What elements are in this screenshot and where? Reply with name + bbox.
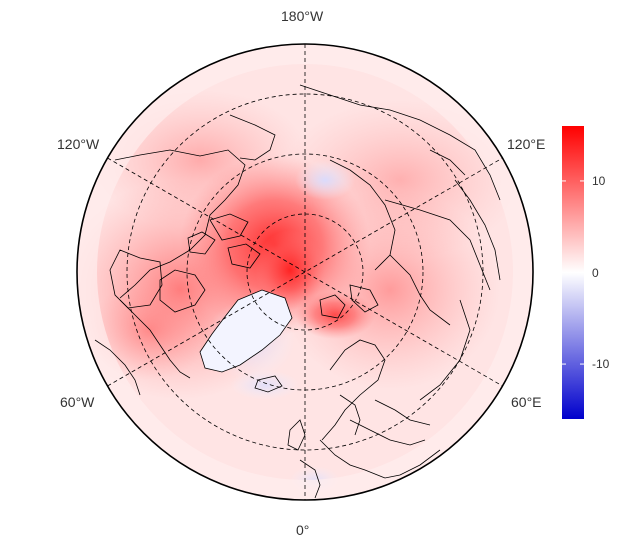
colorbar-gradient [562,126,584,419]
map-boundary [76,43,534,501]
lon-label-upper-left: 120°W [57,136,100,152]
temperature-anomaly-field [77,44,533,500]
lon-label-bottom: 0° [296,522,310,538]
colorbar-tick-label: -10 [592,357,610,372]
lon-label-lower-left: 60°W [60,394,95,410]
colorbar-tick-label: 10 [592,173,606,188]
graticule [107,44,503,500]
lon-label-lower-right: 60°E [511,394,542,410]
coastlines [94,84,501,499]
colorbar [562,126,584,419]
lon-label-upper-right: 120°E [507,136,546,152]
lon-label-top: 180°W [281,8,324,24]
greenland [199,289,293,373]
colorbar-tick-label: 0 [592,265,599,280]
